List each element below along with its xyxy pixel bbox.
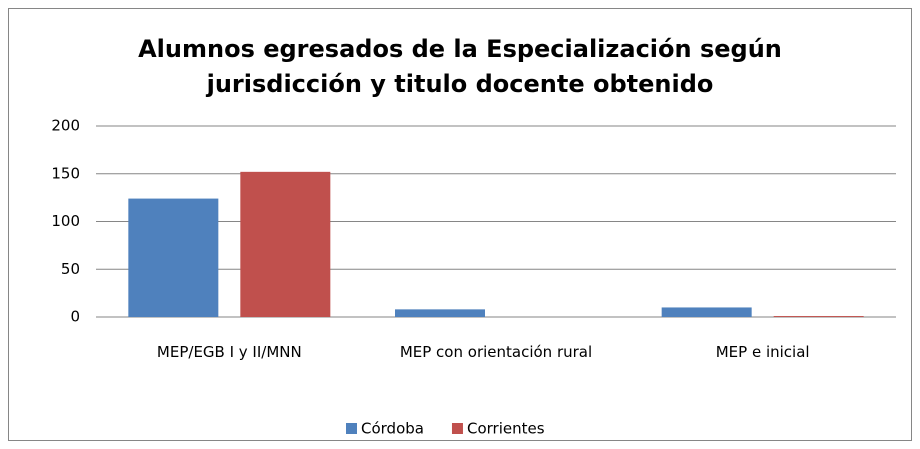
bar xyxy=(128,198,219,317)
legend-swatch xyxy=(451,423,463,434)
y-tick-label: 0 xyxy=(70,308,80,326)
bar xyxy=(395,309,485,317)
y-tick-label: 50 xyxy=(61,260,80,278)
x-tick-label: MEP/EGB I y II/MNN xyxy=(156,343,302,361)
chart-title: Alumnos egresados de la Especialización … xyxy=(138,35,782,98)
y-tick-label: 200 xyxy=(51,117,80,135)
bar xyxy=(240,171,331,317)
y-tick-label: 150 xyxy=(51,164,80,182)
legend-label: Córdoba xyxy=(361,420,424,438)
x-tick-label: MEP con orientación rural xyxy=(399,343,593,361)
legend-label: Corrientes xyxy=(467,420,545,438)
y-tick-label: 100 xyxy=(51,212,80,230)
bar xyxy=(661,307,752,317)
legend-swatch xyxy=(346,423,357,434)
x-tick-label: MEP e inicial xyxy=(715,343,810,361)
bar xyxy=(773,316,864,317)
